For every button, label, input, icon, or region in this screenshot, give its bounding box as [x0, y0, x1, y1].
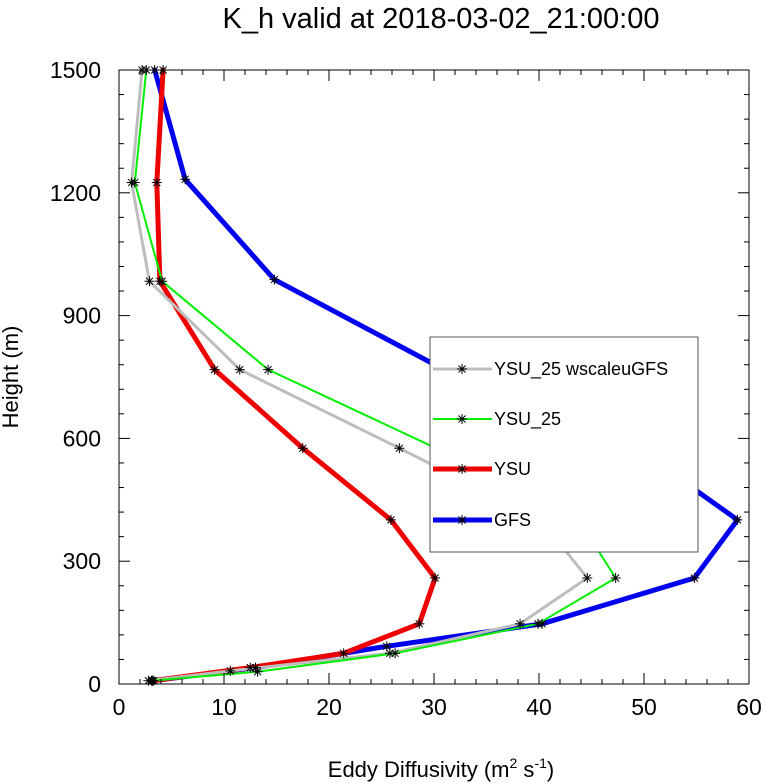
series-1-marker-1 — [252, 666, 263, 677]
series-0-marker-8 — [144, 276, 155, 287]
x-tick-label: 30 — [421, 694, 447, 720]
series-0-marker-3 — [515, 618, 526, 629]
y-tick-label: 600 — [63, 425, 101, 451]
series-2-marker-5 — [385, 514, 396, 525]
y-tick-label: 300 — [63, 548, 101, 574]
series-1-marker-4 — [610, 572, 621, 583]
legend-entry-0: YSU_25 wscaleuGFS — [433, 359, 668, 380]
legend-marker — [457, 364, 467, 374]
series-3-marker-5 — [732, 514, 743, 525]
series-3-marker-9 — [180, 174, 191, 185]
series-1-marker-2 — [390, 648, 401, 659]
series-2-marker-4 — [430, 572, 441, 583]
legend-label: YSU — [494, 459, 531, 479]
series-2-marker-6 — [297, 443, 308, 454]
legend-entry-2: YSU — [433, 459, 531, 479]
legend-marker — [457, 464, 467, 474]
x-axis-label-end: ) — [547, 757, 554, 782]
legend-box — [429, 336, 699, 553]
series-2-marker-3 — [414, 618, 425, 629]
series-3-marker-1 — [250, 662, 261, 673]
legend-label: GFS — [494, 510, 531, 530]
series-1-marker-9 — [129, 177, 140, 188]
legend-label: YSU_25 wscaleuGFS — [494, 359, 668, 380]
legend-entry-1: YSU_25 — [433, 409, 561, 430]
series-3-marker-4 — [689, 572, 700, 583]
series-0-marker-4 — [582, 572, 593, 583]
y-axis-label: Height (m) — [0, 326, 23, 429]
chart-title: K_h valid at 2018-03-02_21:00:00 — [223, 3, 660, 35]
legend-marker — [457, 515, 467, 525]
y-tick-label: 900 — [63, 303, 101, 329]
x-tick-label: 10 — [211, 694, 237, 720]
series-2-marker-7 — [209, 364, 220, 375]
legend-marker — [457, 414, 467, 424]
x-axis-label-sup2: -1 — [534, 755, 547, 771]
legend: YSU_25 wscaleuGFS YSU_25 YSU GFS — [429, 336, 699, 553]
series-2-marker-8 — [154, 276, 165, 287]
series-1-marker-7 — [263, 364, 274, 375]
x-axis-label-mid: s — [517, 757, 534, 782]
series-line-2 — [150, 67, 438, 684]
legend-items: YSU_25 wscaleuGFS YSU_25 YSU GFS — [433, 359, 668, 530]
legend-entry-3: GFS — [433, 510, 531, 530]
series-2-marker-2 — [338, 648, 349, 659]
x-tick-label: 50 — [631, 694, 657, 720]
series-0-marker-6 — [394, 443, 405, 454]
legend-label: YSU_25 — [494, 409, 561, 430]
x-axis-label: Eddy Diffusivity (m2 s-1) — [328, 755, 554, 782]
x-tick-label: 40 — [526, 694, 552, 720]
series-3-marker-3 — [537, 618, 548, 629]
x-tick-label: 20 — [316, 694, 342, 720]
y-tick-label: 1500 — [50, 57, 101, 83]
x-axis-label-main: Eddy Diffusivity (m — [328, 757, 510, 782]
y-tick-label: 0 — [88, 671, 101, 697]
series-3-marker-8 — [269, 274, 280, 285]
series-0-marker-7 — [234, 364, 245, 375]
x-axis-label-sup1: 2 — [510, 755, 518, 771]
series-3-marker-2 — [381, 641, 392, 652]
x-tick-label: 0 — [113, 694, 126, 720]
series-0-marker-1 — [225, 665, 236, 676]
series-2-marker-9 — [151, 177, 162, 188]
y-tick-label: 1200 — [50, 180, 101, 206]
x-tick-label: 60 — [736, 694, 762, 720]
